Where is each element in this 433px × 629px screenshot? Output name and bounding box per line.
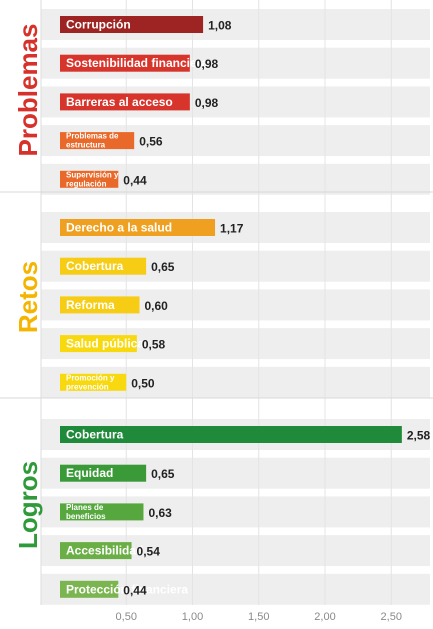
value-label: 0,58 <box>142 338 166 352</box>
group-label-retos: Retos <box>13 261 43 333</box>
value-label: 0,50 <box>131 376 155 390</box>
value-label: 0,98 <box>195 96 219 110</box>
value-label: 2,58 <box>407 429 431 443</box>
value-label: 1,17 <box>220 222 244 236</box>
bar <box>60 219 216 236</box>
x-tick-label: 1,00 <box>182 611 203 623</box>
bar <box>60 296 140 314</box>
bar <box>60 542 132 560</box>
value-label: 0,60 <box>145 299 169 313</box>
value-label: 0,98 <box>195 57 219 71</box>
bar-label: Supervisión y regulación <box>66 170 119 188</box>
bar-label: Protección financiera <box>66 582 188 596</box>
value-label: 0,65 <box>151 260 175 274</box>
bar-label: Accesibilidad <box>66 544 143 558</box>
bar <box>60 464 147 482</box>
value-label: 0,44 <box>123 583 147 597</box>
bar-label: Planes de beneficios <box>66 503 106 521</box>
bar <box>60 373 127 391</box>
value-label: 0,54 <box>137 545 161 559</box>
bar-label: Sostenibilidad financiera <box>66 56 208 70</box>
bar-label: Corrupción <box>66 18 131 32</box>
bar-label: Reforma <box>66 298 115 312</box>
bar <box>60 170 119 188</box>
bar-label: Cobertura <box>66 428 124 442</box>
bar-label: Barreras al acceso <box>66 95 173 109</box>
bar <box>60 16 204 33</box>
bar-label: Salud pública <box>66 337 144 351</box>
value-label: 1,08 <box>208 19 232 33</box>
x-tick-label: 2,50 <box>381 611 402 623</box>
bar-label: Equidad <box>66 466 113 480</box>
bar-label: Promoción y prevención <box>66 373 115 391</box>
bar <box>60 503 144 521</box>
x-tick-label: 0,50 <box>116 611 137 623</box>
bar <box>60 54 190 72</box>
group-label-logros: Logros <box>13 461 43 549</box>
bar-label: Problemas de estructura <box>66 132 119 150</box>
group-separators <box>0 191 433 399</box>
group-labels: Problemas Retos Logros <box>13 24 43 550</box>
bar <box>60 257 147 275</box>
x-tick-label: 2,00 <box>314 611 335 623</box>
value-label: 0,65 <box>151 467 175 481</box>
value-label: 0,44 <box>123 173 147 187</box>
group-label-problemas: Problemas <box>13 24 43 157</box>
bar <box>60 335 137 353</box>
bar <box>60 93 190 111</box>
bar <box>60 426 402 443</box>
value-label: 0,56 <box>139 135 163 149</box>
bar-label: Cobertura <box>66 259 124 273</box>
value-label: 0,63 <box>148 506 172 520</box>
bar <box>60 580 119 598</box>
x-tick-label: 1,50 <box>248 611 269 623</box>
bar-label: Derecho a la salud <box>66 221 172 235</box>
bar <box>60 132 135 150</box>
